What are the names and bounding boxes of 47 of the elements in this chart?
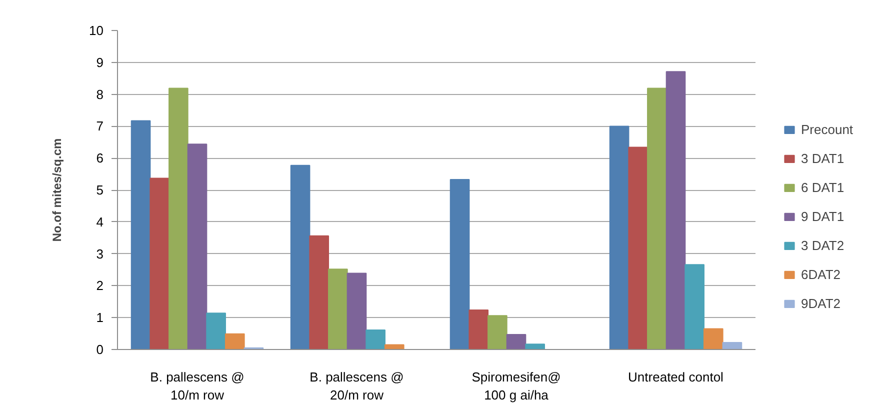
y-tick-label: 7 [96, 118, 104, 134]
bar [206, 312, 226, 350]
x-tick-label: Untreated contol [628, 370, 724, 384]
bar [506, 334, 526, 350]
bar [187, 144, 208, 350]
y-tick-label: 5 [96, 182, 104, 198]
x-tick-label: Spiromesifen@ 100 g ai/ha [472, 370, 561, 402]
x-tick-label: B. pallescens @ 20/m row [310, 370, 404, 402]
legend-label: 6 DAT1 [801, 180, 844, 195]
legend-label: 3 DAT2 [801, 238, 844, 253]
bar [628, 146, 648, 350]
bar [609, 126, 630, 350]
bar [346, 272, 367, 350]
legend-label: 6DAT2 [801, 267, 840, 282]
bar [684, 264, 704, 350]
y-tick-label: 2 [96, 278, 104, 294]
y-tick-label: 3 [96, 246, 104, 262]
bar [224, 333, 245, 350]
y-tick-label: 10 [89, 23, 104, 38]
y-tick-label: 8 [96, 86, 104, 102]
legend-label: 9 DAT1 [801, 209, 844, 224]
bar [703, 328, 724, 350]
bar [309, 235, 330, 350]
y-tick-label: 4 [96, 214, 104, 230]
bar [366, 330, 386, 350]
y-tick-label: 9 [96, 54, 104, 70]
bar [328, 268, 348, 350]
legend-label: 3 DAT1 [801, 151, 844, 166]
bar [130, 120, 151, 350]
bar [468, 309, 489, 350]
bar [525, 344, 545, 350]
y-tick-label: 1 [96, 310, 104, 326]
y-tick-label: 0 [96, 342, 104, 357]
bar [168, 88, 188, 350]
bar [150, 178, 170, 350]
bar [647, 88, 667, 350]
x-tick-label: B. pallescens @ 10/m row [150, 370, 244, 402]
bar [488, 315, 508, 350]
bar [450, 178, 470, 350]
bar [666, 71, 686, 350]
legend-label: 9DAT2 [801, 296, 840, 311]
bar [290, 164, 310, 350]
y-axis-title: No.of mites/sq.cm [50, 138, 64, 242]
y-tick-label: 6 [96, 150, 104, 166]
legend-label: Precount [801, 122, 854, 137]
bar [722, 342, 742, 350]
bar [384, 344, 404, 350]
